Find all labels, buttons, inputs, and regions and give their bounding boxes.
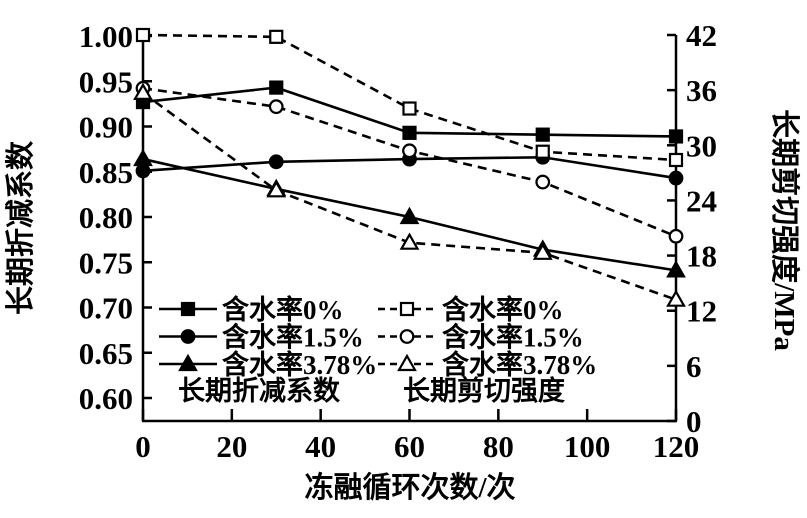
legend-label-coef-含水率1.5%: 含水率1.5% bbox=[222, 322, 364, 353]
marker-coef-含水率3.78% bbox=[133, 148, 153, 167]
marker-strength-含水率1.5% bbox=[668, 228, 684, 244]
marker-strength-含水率0% bbox=[135, 27, 151, 43]
right-axis-title: 长期剪切强度/MPa bbox=[768, 109, 801, 351]
x-axis-tick-label: 20 bbox=[216, 429, 247, 464]
legend-marker-含水率0% bbox=[399, 301, 415, 317]
legend-marker-含水率1.5% bbox=[399, 329, 415, 344]
legend-marker-含水率1.5% bbox=[180, 329, 196, 344]
x-axis-tick-label: 80 bbox=[483, 429, 514, 464]
marker-strength-含水率0% bbox=[269, 29, 284, 44]
x-axis-title: 冻融循环次数/次 bbox=[304, 470, 515, 504]
legend-marker-含水率3.78% bbox=[397, 353, 417, 372]
marker-coef-含水率3.78% bbox=[666, 260, 686, 278]
x-axis-tick-label: 60 bbox=[394, 429, 425, 464]
right-axis-tick-label: 24 bbox=[686, 183, 717, 218]
legend-label-strength-含水率1.5%: 含水率1.5% bbox=[442, 322, 584, 353]
left-axis-tick-label: 0.90 bbox=[79, 110, 133, 145]
left-axis-tick-label: 0.70 bbox=[79, 291, 133, 326]
left-axis-tick-label: 0.60 bbox=[79, 381, 133, 416]
left-axis-tick-label: 0.85 bbox=[79, 155, 133, 190]
left-axis-tick-label: 0.75 bbox=[79, 245, 133, 280]
marker-strength-含水率3.78% bbox=[399, 232, 420, 250]
marker-strength-含水率3.78% bbox=[133, 82, 153, 100]
left-axis-title: 长期折减系数 bbox=[4, 140, 37, 315]
marker-coef-含水率0% bbox=[535, 127, 550, 142]
x-axis-tick-label: 120 bbox=[653, 429, 700, 464]
marker-coef-含水率1.5% bbox=[135, 163, 151, 179]
right-axis-tick-label: 18 bbox=[686, 239, 717, 274]
marker-strength-含水率1.5% bbox=[268, 99, 284, 115]
right-axis-tick-label: 36 bbox=[686, 73, 717, 108]
x-axis-tick-label: 100 bbox=[564, 429, 611, 464]
right-axis-tick-label: 6 bbox=[686, 349, 702, 384]
x-axis-tick-label: 40 bbox=[305, 429, 336, 464]
left-axis-tick-label: 0.95 bbox=[79, 64, 133, 99]
marker-coef-含水率0% bbox=[402, 125, 417, 140]
right-axis-tick-label: 42 bbox=[686, 18, 717, 53]
left-axis-tick-label: 0.80 bbox=[79, 200, 133, 235]
marker-strength-含水率0% bbox=[668, 152, 684, 168]
right-axis-tick-label: 30 bbox=[686, 128, 717, 163]
legend-group-title-strength: 长期剪切强度 bbox=[403, 375, 565, 406]
legend-marker-含水率3.78% bbox=[178, 353, 198, 372]
legend-label-coef-含水率3.78%: 含水率3.78% bbox=[222, 349, 377, 380]
marker-coef-含水率0% bbox=[269, 80, 284, 95]
marker-coef-含水率3.78% bbox=[399, 206, 420, 225]
legend-group-title-coefficient: 长期折减系数 bbox=[178, 376, 341, 406]
marker-strength-含水率0% bbox=[402, 101, 417, 116]
marker-coef-含水率1.5% bbox=[268, 154, 284, 170]
left-axis-tick-label: 1.00 bbox=[79, 19, 133, 54]
marker-strength-含水率3.78% bbox=[266, 180, 287, 198]
right-axis-tick-label: 0 bbox=[686, 404, 702, 439]
legend-label-coef-含水率0%: 含水率0% bbox=[222, 294, 344, 325]
series-line-strength-含水率0% bbox=[142, 33, 677, 162]
right-axis-tick-label: 12 bbox=[686, 294, 717, 329]
marker-strength-含水率3.78% bbox=[532, 242, 553, 260]
marker-strength-含水率1.5% bbox=[535, 174, 551, 190]
legend-marker-含水率0% bbox=[180, 301, 196, 317]
marker-coef-含水率0% bbox=[668, 129, 684, 144]
marker-coef-含水率1.5% bbox=[668, 170, 684, 186]
marker-strength-含水率0% bbox=[535, 144, 550, 159]
legend-label-strength-含水率0%: 含水率0% bbox=[442, 294, 564, 325]
series-line-strength-含水率3.78% bbox=[142, 91, 677, 301]
marker-strength-含水率3.78% bbox=[666, 289, 686, 307]
marker-strength-含水率1.5% bbox=[402, 143, 417, 159]
legend-label-strength-含水率3.78%: 含水率3.78% bbox=[442, 349, 597, 380]
left-axis-tick-label: 0.65 bbox=[79, 336, 133, 371]
x-axis-tick-label: 0 bbox=[135, 429, 151, 464]
